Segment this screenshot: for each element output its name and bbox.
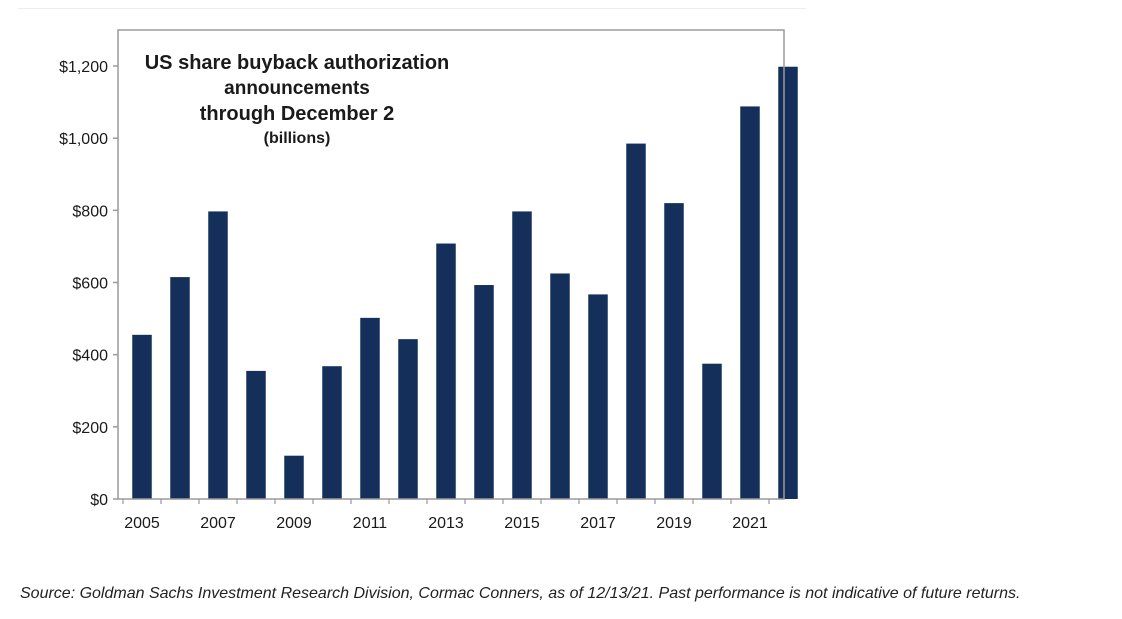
bar-2007 (208, 211, 228, 499)
source-note: Source: Goldman Sachs Investment Researc… (20, 585, 1021, 602)
x-tick-label: 2015 (504, 515, 540, 532)
bar-2012 (398, 339, 418, 499)
chart-panel: $0 $200 $400 $600 $800 $1,000 $1,200 2005 2007 2… (18, 8, 806, 544)
bar-2020 (702, 363, 722, 499)
y-tick-label: $200 (72, 420, 108, 437)
y-tick-label: $0 (90, 492, 108, 509)
title-line-2: announcements (224, 78, 370, 99)
x-tick-label: 2011 (353, 515, 388, 532)
y-tick-label: $400 (72, 348, 108, 365)
bar-2015 (512, 211, 532, 499)
y-tick-label: $600 (72, 276, 108, 293)
x-tick-label: 2013 (428, 515, 464, 532)
x-tick-label: 2007 (200, 515, 236, 532)
bar-2021 (740, 106, 760, 499)
bar-2009 (284, 455, 304, 499)
x-tick-label: 2009 (276, 515, 312, 532)
y-tick-label: $1,200 (59, 59, 108, 76)
x-tick-label: 2017 (580, 515, 616, 532)
bar-2016 (550, 273, 570, 499)
x-tick-label: 2021 (732, 515, 768, 532)
x-tick-label: 2019 (656, 515, 692, 532)
x-axis-ticks: 2005 2007 2009 2011 2013 2015 2017 2019 2021 (122, 499, 770, 532)
title-subtitle: (billions) (264, 130, 331, 147)
bar-2019 (664, 203, 684, 499)
y-tick-label: $1,000 (59, 131, 108, 148)
bar-2006 (170, 277, 190, 499)
title-line-1: US share buyback authorization (145, 52, 450, 74)
bar-2005 (132, 334, 152, 499)
bar-2013 (436, 243, 456, 499)
bar-2011 (360, 317, 380, 499)
bar-2008 (246, 370, 266, 499)
bar-2018 (626, 143, 646, 499)
x-tick-label: 2005 (124, 515, 160, 532)
title-line-3: through December 2 (200, 103, 394, 125)
chart-title: US share buyback authorization announcem… (145, 52, 450, 147)
y-tick-label: $800 (72, 203, 108, 220)
bar-2010 (322, 366, 342, 499)
plot-frame (117, 29, 785, 500)
y-axis-ticks: $0 $200 $400 $600 $800 $1,000 $1,200 (59, 59, 118, 509)
bars (132, 66, 798, 499)
bar-2014 (474, 285, 494, 499)
bar-2022 (778, 66, 798, 499)
bar-chart: $0$200$400$600$800$1,000$1,200 2005 2007 2… (59, 29, 798, 532)
bar-2017 (588, 294, 608, 499)
